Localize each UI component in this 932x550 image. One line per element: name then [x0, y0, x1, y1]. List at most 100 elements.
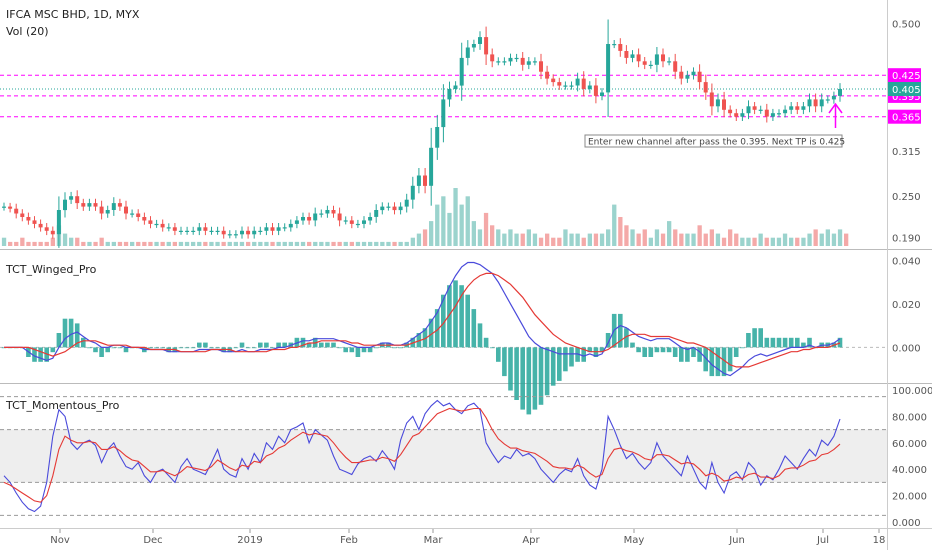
winged-histogram-bar — [520, 347, 525, 410]
winged-histogram-bar — [160, 347, 165, 349]
candle-body — [447, 89, 452, 100]
candle-body — [246, 230, 251, 235]
volume-bar — [496, 229, 501, 246]
winged-histogram-bar — [740, 347, 745, 349]
candle-body — [160, 223, 165, 228]
volume-bar — [606, 229, 611, 246]
candle-body — [111, 203, 116, 210]
time-tick-label: Dec — [143, 535, 162, 546]
candle-body — [178, 230, 183, 232]
candle-body — [654, 54, 659, 65]
candle-body — [270, 227, 275, 231]
price-level-badge-label: 0.365 — [892, 113, 921, 124]
winged-title: TCT_Winged_Pro — [5, 263, 97, 276]
time-tick-label: Nov — [50, 535, 70, 546]
candle-body — [288, 223, 293, 228]
winged-histogram-bar — [197, 342, 202, 348]
winged-histogram-bar — [557, 347, 562, 381]
candle-body — [343, 220, 348, 222]
candle-body — [514, 57, 519, 60]
volume-bar — [368, 241, 373, 246]
volume-bar — [673, 229, 678, 246]
candle-body — [252, 230, 257, 235]
winged-histogram-bar — [636, 347, 641, 353]
volume-bar — [721, 237, 727, 246]
volume-bar — [422, 229, 428, 246]
winged-histogram-bar — [245, 347, 251, 349]
candle-body — [313, 213, 318, 221]
volume-bar — [526, 229, 531, 246]
winged-histogram-bar — [782, 337, 788, 348]
candle-body — [825, 99, 830, 101]
candle-body — [410, 185, 415, 200]
time-axis[interactable]: Nov Dec 2019 Feb Mar Apr May Jun Jul 18 — [50, 529, 885, 546]
candle-body — [75, 196, 80, 204]
candle-body — [258, 230, 263, 232]
volume-bar — [740, 237, 745, 246]
candle-body — [831, 95, 836, 100]
candle-body — [642, 61, 647, 65]
volume-bar — [557, 237, 562, 246]
candles[interactable] — [2, 19, 842, 248]
candle-body — [630, 54, 635, 58]
winged-histogram-bar — [526, 347, 532, 415]
momentous-axis[interactable]: 100.000 80.000 60.000 40.000 20.000 0.000 — [892, 386, 932, 529]
candle-body — [581, 78, 586, 89]
candle-body — [807, 99, 812, 107]
candle-body — [532, 61, 537, 63]
winged-histogram-bar — [117, 347, 123, 349]
winged-histogram-bar — [514, 347, 519, 400]
price-level-badge — [888, 68, 921, 83]
candle-body — [233, 234, 238, 236]
candle-body — [38, 223, 43, 228]
winged-histogram-bar — [178, 347, 184, 349]
winged-histogram-bar — [569, 347, 574, 367]
winged-histogram-bar — [648, 347, 654, 357]
candle-body — [734, 113, 739, 117]
candle-body — [362, 220, 366, 224]
momentous-pane[interactable]: 100.000 80.000 60.000 40.000 20.000 0.000 TCT… — [0, 386, 932, 529]
winged-histogram-bar — [746, 333, 751, 348]
volume-bar — [435, 204, 440, 246]
annotation-box[interactable] — [584, 134, 843, 148]
candle-body — [148, 220, 153, 224]
volume-bar — [337, 241, 342, 246]
time-tick-label: May — [624, 535, 645, 546]
price-level-badge-label: 0.395 — [892, 92, 921, 103]
volume-bar — [123, 241, 129, 246]
momentous-slow-line — [3, 407, 841, 503]
volume-bar — [654, 229, 660, 246]
candle-body — [14, 208, 19, 214]
winged-lines — [4, 261, 841, 377]
winged-histogram-bar — [630, 342, 635, 348]
winged-histogram-bar — [758, 328, 763, 348]
volume-bar — [325, 241, 330, 246]
winged-histogram-bar — [538, 347, 544, 405]
winged-histogram-bar — [532, 347, 538, 410]
winged-histogram-bar — [502, 347, 507, 377]
volume-bar — [825, 229, 830, 246]
candle-body — [423, 175, 427, 186]
volume-bar — [8, 241, 13, 246]
symbol-title: IFCA MSC BHD, 1D, MYX — [6, 8, 140, 21]
candle-body — [69, 196, 74, 200]
volume-bar — [483, 212, 489, 246]
winged-histogram-bar — [703, 347, 708, 372]
volume-bar — [294, 241, 300, 246]
winged-histogram-bar — [325, 342, 330, 348]
candle-body — [575, 78, 580, 86]
winged-tick-label: 0.040 — [892, 256, 921, 267]
volume-bar — [361, 241, 367, 246]
volume-bar — [14, 241, 19, 246]
candle-body — [99, 206, 104, 214]
winged-histogram-bar — [398, 347, 403, 349]
winged-histogram-bar — [428, 318, 434, 348]
winged-histogram-bar — [68, 318, 74, 348]
price-level-badge-label: 0.425 — [892, 71, 921, 82]
winged-histogram-bar — [624, 328, 629, 348]
winged-pane[interactable]: 0.040 0.020 0.000 TCT_Winged_Pro — [0, 256, 921, 415]
price-pane[interactable]: 0.500 0.405 0.315 0.250 0.190 0.425 0.395 0.36… — [0, 8, 921, 248]
winged-axis[interactable]: 0.040 0.020 0.000 — [892, 256, 921, 354]
winged-histogram-bar — [209, 347, 214, 349]
